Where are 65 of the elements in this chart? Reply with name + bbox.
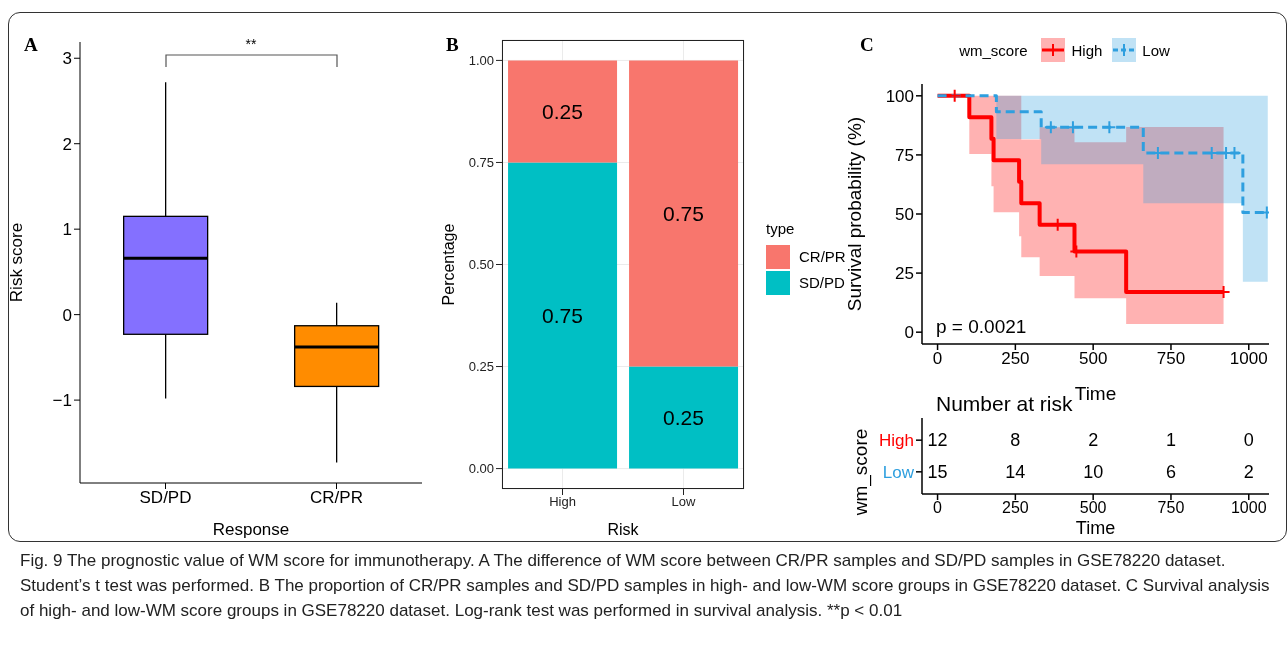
y-tick-label: Low <box>882 462 915 482</box>
data-label: 12 <box>927 430 948 451</box>
x-tick-label: 250 <box>1002 499 1029 517</box>
chart-title: B <box>446 34 459 56</box>
x-tick-label: 0 <box>932 349 943 369</box>
y-tick-label: 100 <box>885 86 914 106</box>
x-axis-title: Response <box>212 520 290 539</box>
annotation: p = 0.0021 <box>936 316 1027 338</box>
data-label: 0.75 <box>542 303 583 327</box>
x-tick-label: Low <box>671 494 697 510</box>
y-axis-title: Percentage <box>439 223 457 306</box>
x-tick-label: 0 <box>933 499 943 517</box>
data-label: 8 <box>1010 430 1021 451</box>
legend-title: type <box>766 219 795 237</box>
data-label: 0.25 <box>663 406 704 430</box>
chart-title: A <box>24 34 38 56</box>
x-tick-label: High <box>549 494 576 510</box>
legend-label: Low <box>1142 41 1170 59</box>
y-tick-label: 0.75 <box>468 155 494 171</box>
x-tick-label: CR/PR <box>310 488 363 508</box>
x-tick-label: 1000 <box>1230 499 1267 517</box>
chart-title: C <box>860 34 874 56</box>
y-tick-label: 1 <box>62 220 72 240</box>
legend-label: High <box>1071 41 1103 59</box>
legend-label: SD/PD <box>799 274 845 291</box>
y-tick-label: 75 <box>895 145 914 165</box>
data-label: 0.75 <box>663 201 704 225</box>
data-label: 6 <box>1165 462 1176 483</box>
y-axis-title: Risk score <box>7 222 27 303</box>
caption: Fig. 9 The prognostic value of WM score for immunotherapy. A The difference of WM score between CR/PR samples and SD/PD samples in GSE78220 dataset. Student’s t test was performed. B The proportion of CR/PR samples and SD/PD samples in high- and low-WM score groups in GSE78220 dataset. C Survival analysis of high- and low-WM score groups in GSE78220 dataset. Log-rank test was performed in survival analysis. **p < 0.01 <box>20 550 1270 622</box>
legend-title: wm_score <box>959 41 1028 59</box>
y-tick-label: High <box>879 431 914 451</box>
y-tick-label: 0.25 <box>468 359 494 375</box>
data-label: 0 <box>1243 430 1254 451</box>
x-tick-label: 250 <box>1001 349 1030 369</box>
annotation: ** <box>244 36 258 52</box>
data-label: 14 <box>1005 462 1026 483</box>
data-label: 2 <box>1088 430 1099 451</box>
x-axis-title: Risk <box>607 521 640 538</box>
x-tick-label: SD/PD <box>139 488 192 508</box>
y-axis-title: wm_score <box>850 428 873 516</box>
x-tick-label: 1000 <box>1229 349 1268 369</box>
x-tick-label: 750 <box>1157 499 1185 517</box>
data-label: 0.25 <box>542 99 583 123</box>
data-label: 10 <box>1083 462 1104 483</box>
data-label: 15 <box>927 462 948 483</box>
data-label: 2 <box>1243 462 1254 483</box>
y-tick-label: 2 <box>62 134 72 154</box>
y-tick-label: −1 <box>52 391 72 411</box>
legend-label: CR/PR <box>799 248 846 265</box>
y-tick-label: 0 <box>62 305 72 325</box>
x-tick-label: 500 <box>1078 349 1108 369</box>
y-tick-label: 50 <box>895 205 914 225</box>
y-tick-label: 0.50 <box>468 257 494 273</box>
data-label: 1 <box>1165 430 1176 451</box>
y-tick-label: 3 <box>62 49 72 69</box>
x-axis-title: Time <box>1074 383 1117 404</box>
x-tick-label: 750 <box>1156 349 1186 369</box>
y-tick-label: 1.00 <box>468 53 494 69</box>
x-tick-label: 500 <box>1079 499 1107 517</box>
x-axis-title: Time <box>1075 518 1116 538</box>
y-tick-label: 0 <box>904 323 914 343</box>
chart-title: Number at risk <box>936 392 1073 416</box>
y-tick-label: 25 <box>895 264 914 284</box>
y-tick-label: 0.00 <box>468 461 494 477</box>
